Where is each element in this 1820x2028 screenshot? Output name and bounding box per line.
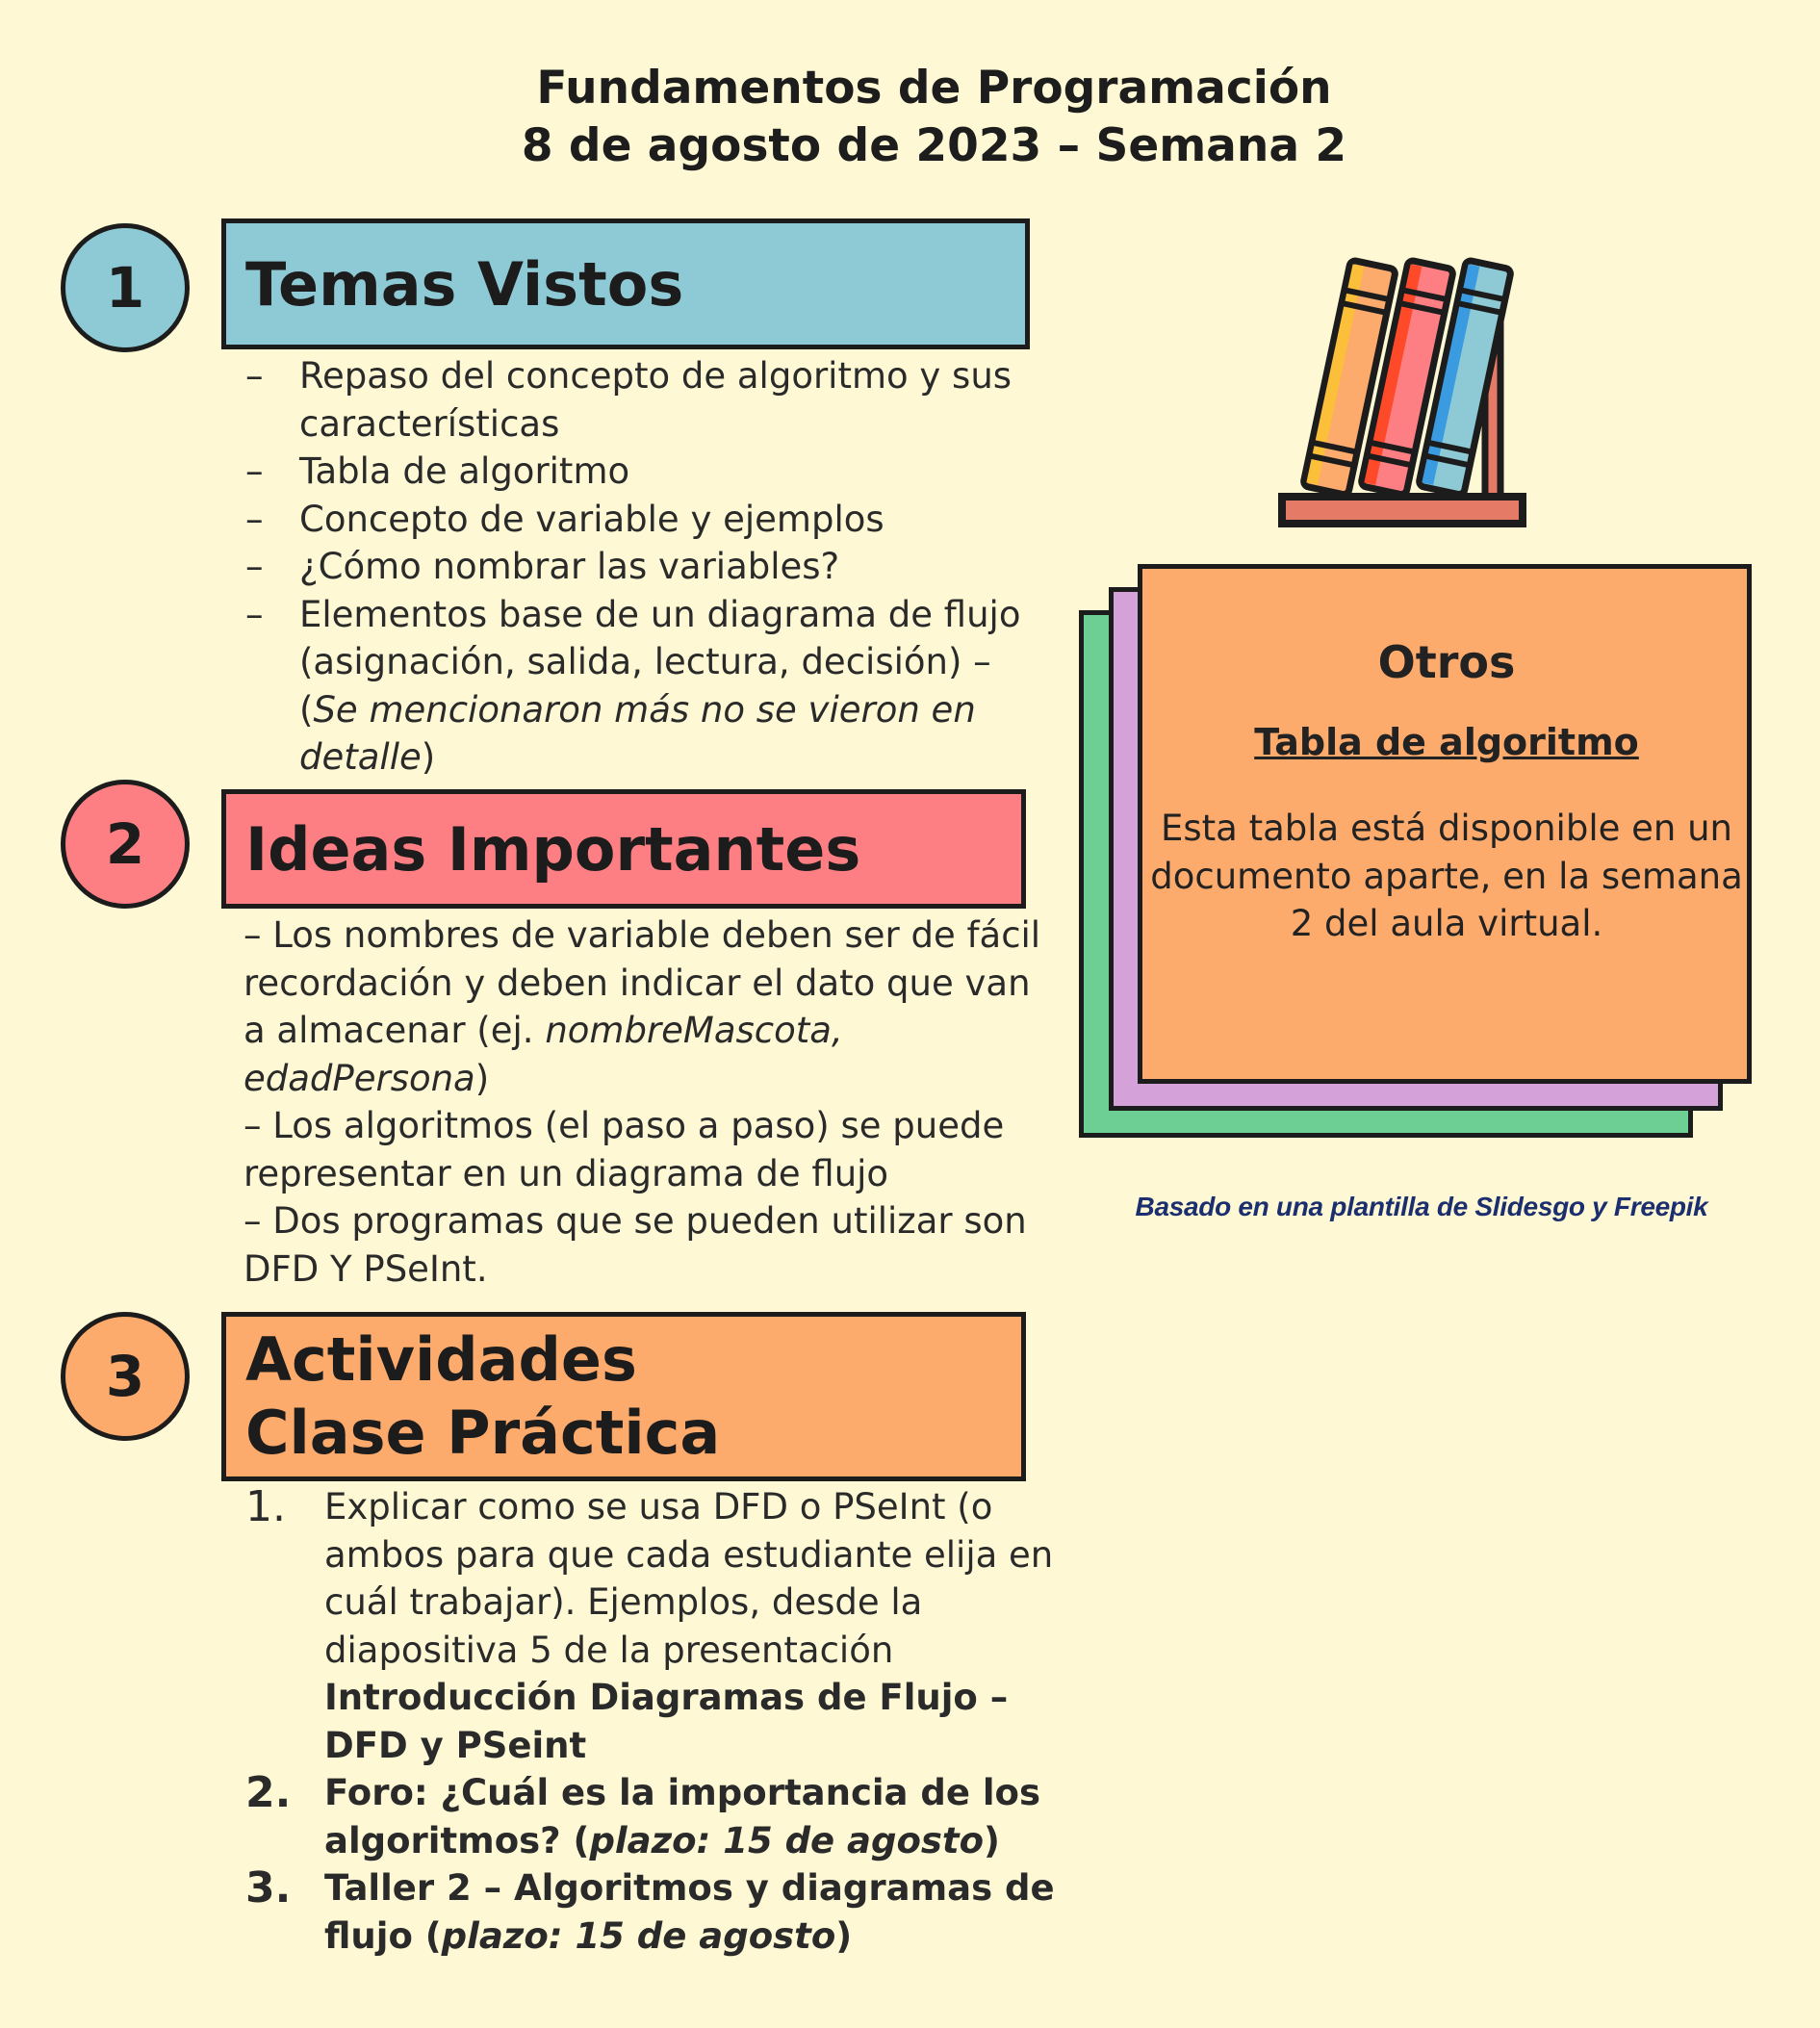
list-number: 2. (245, 1768, 292, 1817)
list-item-bold: Introducción Diagramas de Flujo – DFD y … (324, 1677, 1009, 1766)
page-title: Fundamentos de Programación 8 de agosto … (0, 60, 1820, 175)
list-item-end: ) (984, 1819, 1000, 1861)
section-1-title: Temas Vistos (245, 248, 684, 320)
template-credit: Basado en una plantilla de Slidesgo y Fr… (1135, 1192, 1708, 1221)
card-title: Otros (1377, 636, 1516, 688)
card-front (1138, 564, 1752, 1084)
books-on-shelf-icon (1278, 257, 1526, 527)
idea-text: – Los algoritmos (el paso a paso) se pue… (244, 1105, 1005, 1194)
section-2-title: Ideas Importantes (245, 813, 861, 885)
idea-example: nombreMascota, edadPersona (244, 1010, 843, 1099)
list-item-text: Foro: ¿Cuál es la importancia de los alg… (324, 1772, 1040, 1861)
idea-text: – Los nombres de variable deben ser de f… (244, 914, 1041, 1051)
section-1-number-badge: 1 (61, 223, 190, 352)
title-line-2: 8 de agosto de 2023 – Semana 2 (521, 119, 1347, 172)
section-2-number-badge: 2 (61, 780, 190, 909)
list-item: Elementos base de un diagrama de flujo (… (245, 591, 1054, 782)
list-item-italic: plazo: 15 de agosto (441, 1914, 836, 1957)
list-item: Concepto de variable y ejemplos (245, 496, 1054, 544)
list-number: 3. (245, 1863, 292, 1912)
list-item-italic: plazo: 15 de agosto (589, 1819, 985, 1861)
card-body: Esta tabla está disponible en un documen… (1150, 808, 1743, 944)
list-item-text: Elementos base de un diagrama de flujo (… (299, 593, 1021, 731)
idea-text-end: ) (474, 1057, 490, 1099)
list-item-text: Explicar como se usa DFD o PSeInt (o amb… (324, 1486, 1054, 1671)
section-3-title: Actividades Clase Práctica (245, 1324, 721, 1468)
card-content: Otros Tabla de algoritmo Esta tabla está… (1143, 635, 1750, 948)
list-item: 3. Taller 2 – Algoritmos y diagramas de f… (245, 1864, 1064, 1960)
section-1-list: Repaso del concepto de algoritmo y sus c… (245, 352, 1054, 782)
card-subtitle: Tabla de algoritmo (1254, 721, 1639, 763)
section-2-header: Ideas Importantes (221, 789, 1026, 909)
section-1-header: Temas Vistos (221, 218, 1030, 349)
list-item: 2. Foro: ¿Cuál es la importancia de los a… (245, 1769, 1064, 1864)
list-item-end: ) (421, 736, 436, 778)
list-item-text: Taller 2 – Algoritmos y diagramas de flu… (324, 1867, 1055, 1957)
idea-text: – Dos programas que se pueden utilizar s… (244, 1200, 1027, 1290)
section-2-text: – Los nombres de variable deben ser de f… (244, 911, 1047, 1293)
section-3-number-badge: 3 (61, 1312, 190, 1441)
list-item-end: ) (835, 1914, 853, 1957)
list-item-italic: Se mencionaron más no se vieron en detal… (299, 688, 976, 779)
list-item: Repaso del concepto de algoritmo y sus c… (245, 352, 1054, 448)
section-3-header: Actividades Clase Práctica (221, 1312, 1026, 1481)
list-number: 1. (245, 1482, 286, 1531)
section-3-list: 1. Explicar como se usa DFD o PSeInt (o a… (245, 1483, 1064, 1960)
list-item: 1. Explicar como se usa DFD o PSeInt (o a… (245, 1483, 1064, 1769)
list-item: Tabla de algoritmo (245, 448, 1054, 496)
list-item: ¿Cómo nombrar las variables? (245, 543, 1054, 591)
title-line-1: Fundamentos de Programación (536, 62, 1332, 115)
